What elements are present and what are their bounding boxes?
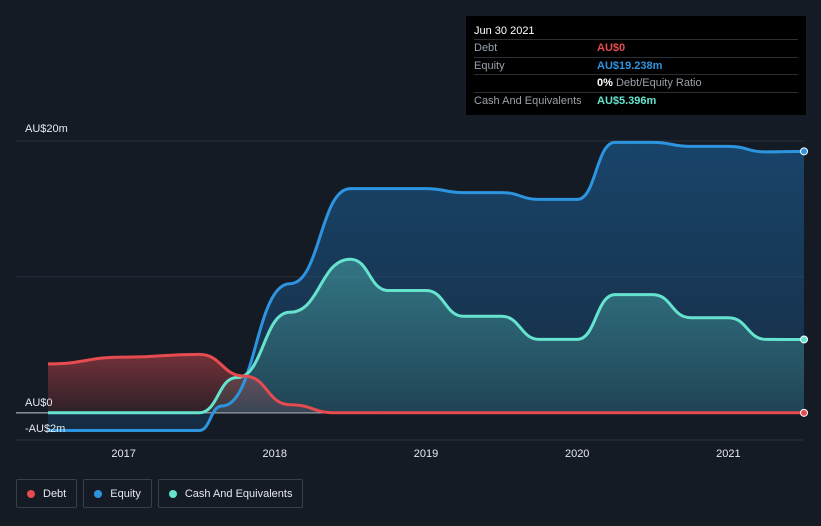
legend-label-debt: Debt xyxy=(43,487,67,500)
ratio-caption: Debt/Equity Ratio xyxy=(615,77,702,89)
tooltip-row-debt: Debt AU$0 xyxy=(474,39,798,57)
tooltip-row-cash: Cash And Equivalents AU$5.396m xyxy=(474,91,798,110)
x-tick-label-2018: 2018 xyxy=(263,448,287,460)
x-tick-label-2019: 2019 xyxy=(414,448,438,460)
legend-dot-debt xyxy=(27,489,35,498)
cash-and-equivalents-end-marker[interactable] xyxy=(800,335,808,344)
equity-end-marker[interactable] xyxy=(800,147,808,156)
ratio-percent: 0% xyxy=(597,77,613,89)
tooltip-date: Jun 30 2021 xyxy=(474,25,535,37)
tooltip-value-cash: AU$5.396m xyxy=(597,94,657,107)
debt-end-marker[interactable] xyxy=(800,408,808,417)
tooltip-panel: Jun 30 2021 Debt AU$0 Equity AU$19.238m … xyxy=(466,16,806,115)
chart-legend: Debt Equity Cash And Equivalents xyxy=(16,479,304,508)
x-tick-label-2020: 2020 xyxy=(565,448,589,460)
legend-label-equity: Equity xyxy=(110,487,141,500)
tooltip-label-equity: Equity xyxy=(474,59,505,72)
y-tick-label-1: AU$0 xyxy=(25,397,53,409)
cash-and-equivalents-area xyxy=(48,259,804,413)
legend-dot-equity xyxy=(94,489,103,498)
tooltip-value-ratio: 0% Debt/Equity Ratio xyxy=(597,75,702,92)
debt-line xyxy=(47,352,804,415)
legend-label-cash: Cash And Equivalents xyxy=(184,487,293,500)
y-tick-label-2: -AU$2m xyxy=(25,423,65,435)
tooltip-value-equity: AU$19.238m xyxy=(597,59,663,72)
legend-dot-cash xyxy=(168,489,177,498)
tooltip-row-equity: Equity AU$19.238m xyxy=(474,56,798,75)
legend-item-cash[interactable]: Cash And Equivalents xyxy=(157,479,304,508)
legend-item-equity[interactable]: Equity xyxy=(83,479,152,508)
series-lines xyxy=(47,140,808,433)
tooltip-label-cash: Cash And Equivalents xyxy=(474,94,582,107)
y-tick-label-0: AU$20m xyxy=(25,123,68,135)
equity-line xyxy=(48,140,805,433)
tooltip-value-debt: AU$0 xyxy=(597,42,626,54)
cash-and-equivalents-line xyxy=(47,257,805,415)
tooltip-row-ratio: 0% Debt/Equity Ratio xyxy=(474,74,798,92)
tooltip-label-debt: Debt xyxy=(474,42,498,54)
axes: 2017 2018 2019 2020 2021 AU$20m AU$0 -AU$2m xyxy=(25,123,741,460)
series-areas xyxy=(48,142,804,431)
legend-item-debt[interactable]: Debt xyxy=(16,479,78,508)
x-tick-label-2017: 2017 xyxy=(111,448,135,460)
x-tick-label-2021: 2021 xyxy=(716,448,740,460)
